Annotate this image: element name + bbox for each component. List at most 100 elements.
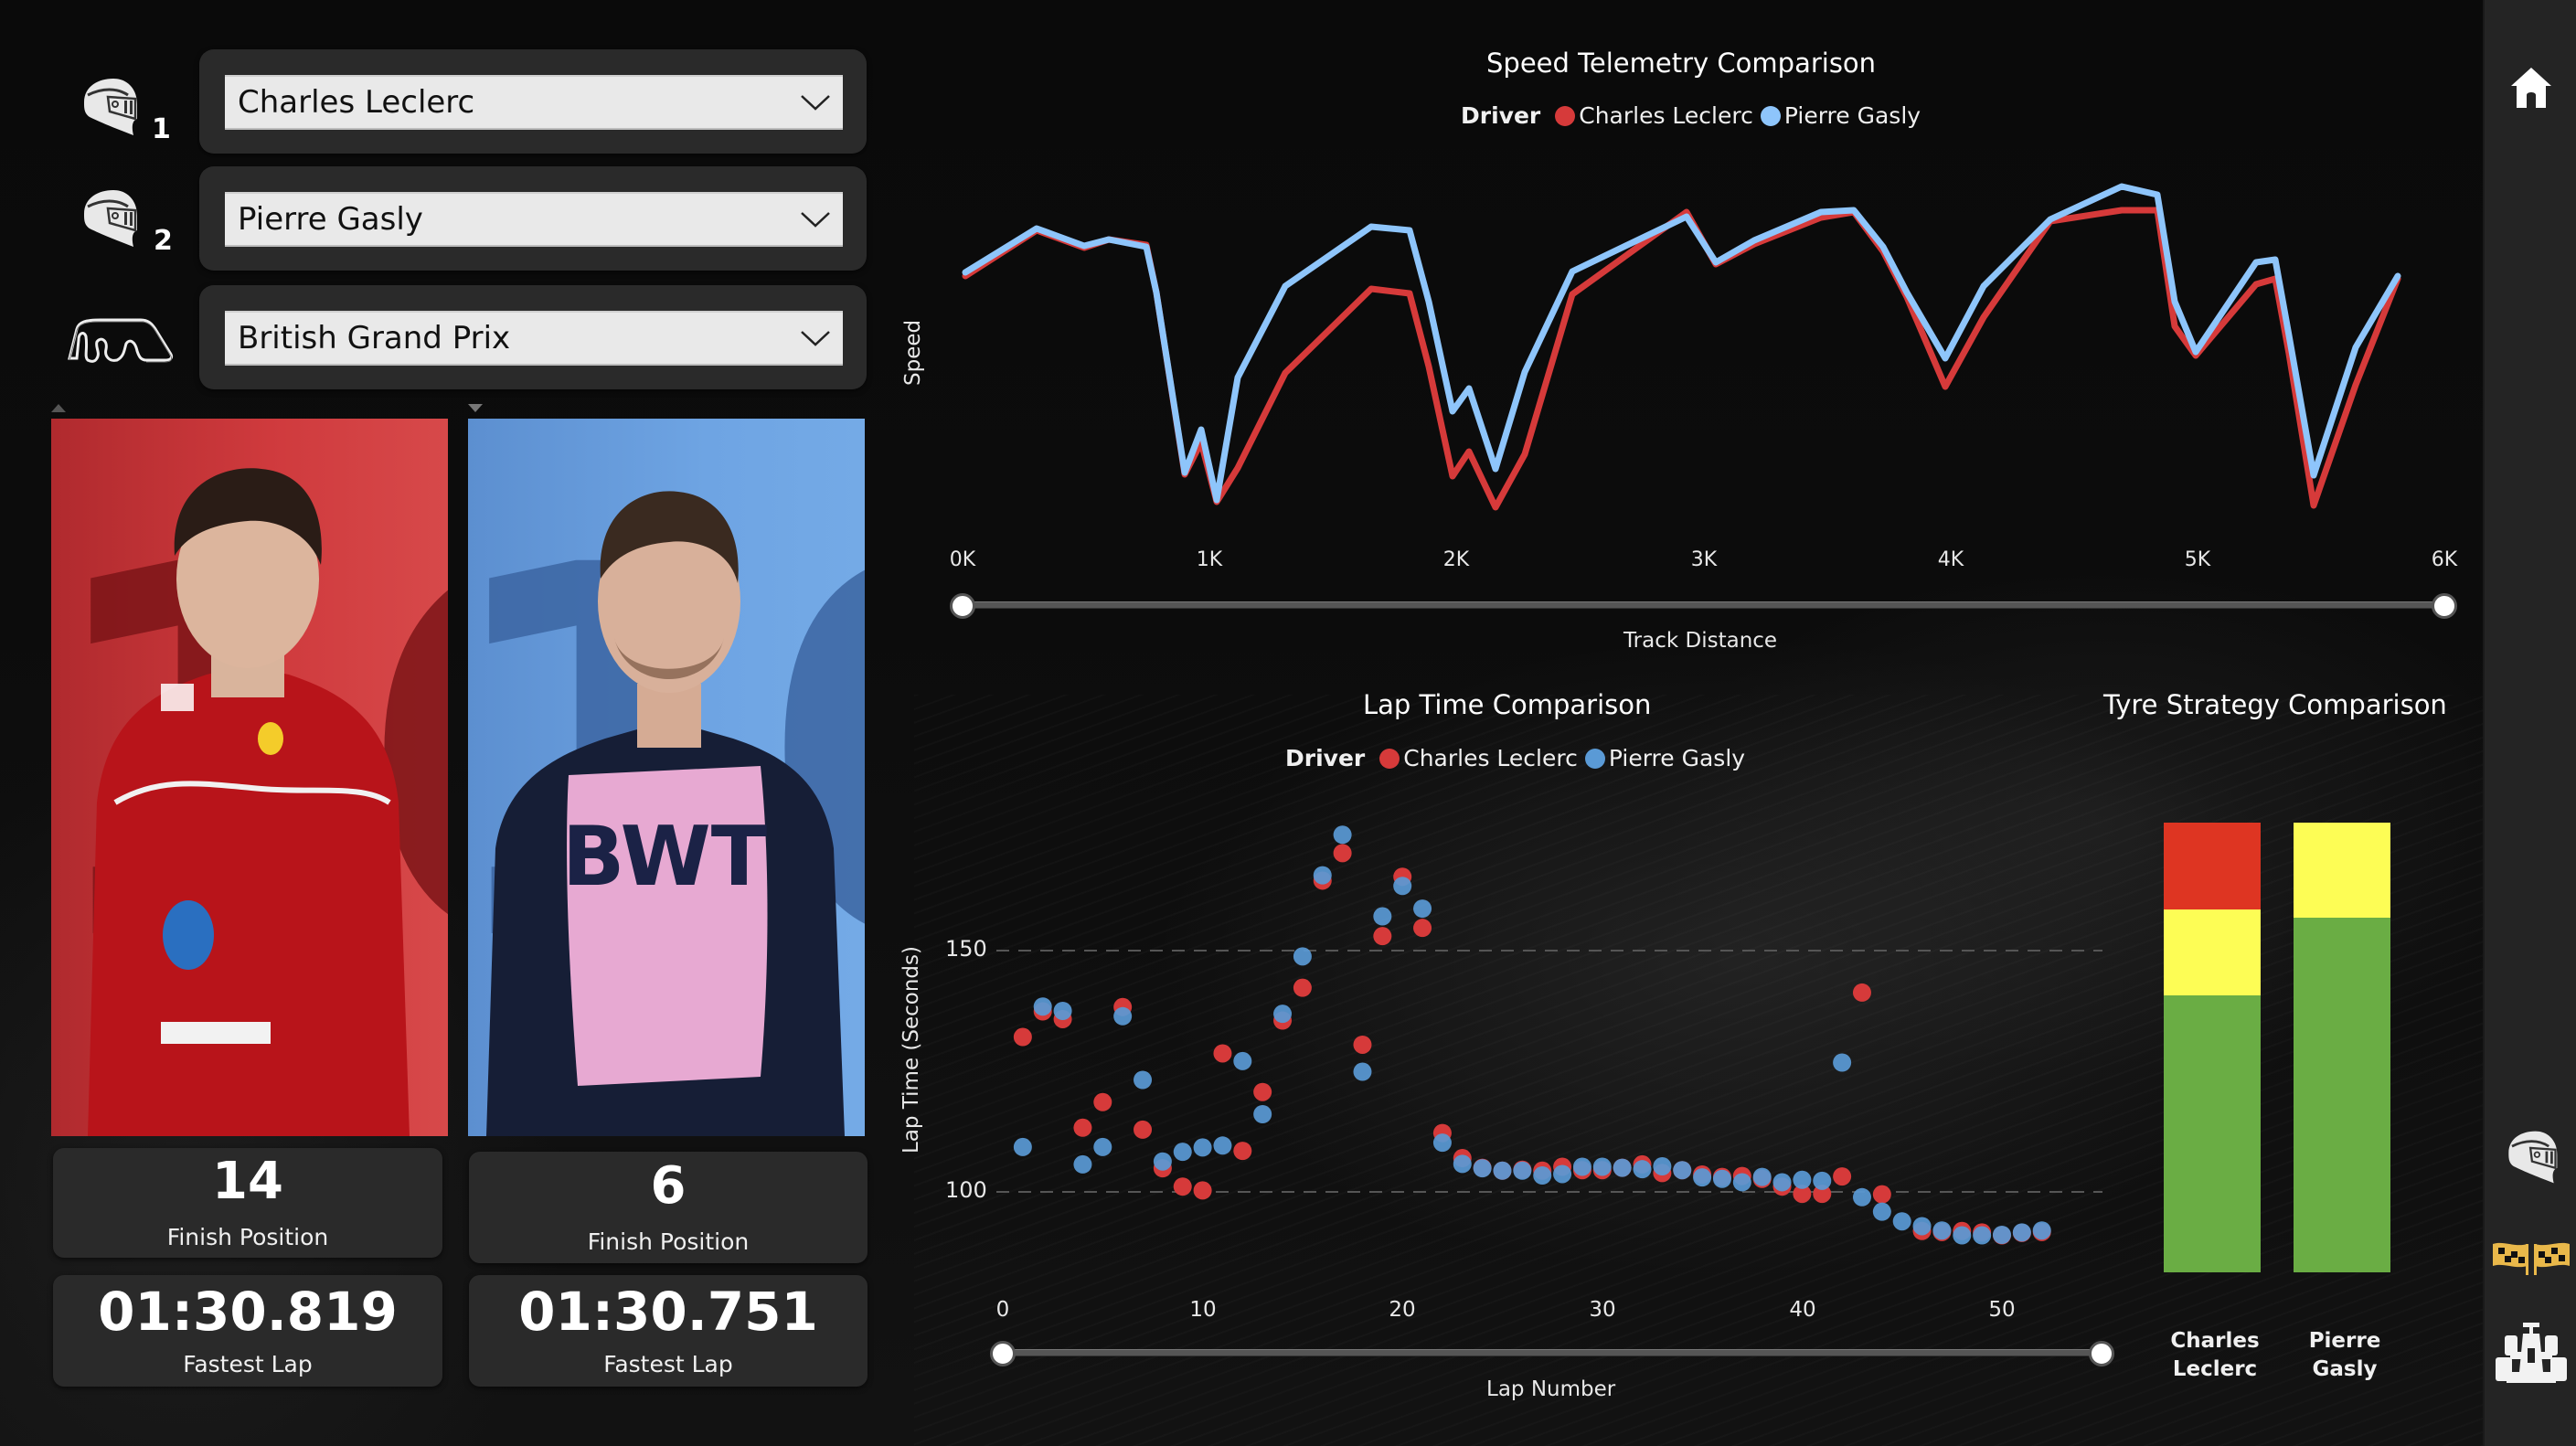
lap-data-point[interactable] <box>1872 1185 1891 1204</box>
lap-data-point[interactable] <box>1333 844 1352 863</box>
tyre-stint-medium[interactable] <box>2164 909 2261 995</box>
lap-data-point[interactable] <box>1233 1051 1252 1070</box>
lap-data-point[interactable] <box>1712 1169 1731 1188</box>
lap-data-point[interactable] <box>1413 899 1432 919</box>
lap-data-point[interactable] <box>1513 1161 1532 1180</box>
lap-range-slider[interactable] <box>1003 1349 2102 1356</box>
lap-data-point[interactable] <box>1273 1005 1293 1024</box>
tyre-stint-green[interactable] <box>2294 918 2390 1272</box>
lap-data-point[interactable] <box>1393 877 1412 896</box>
speed-x-tick: 2K <box>1442 548 1470 571</box>
lap-data-point[interactable] <box>1113 1006 1133 1026</box>
driver2-photo: 10 BWT <box>468 419 865 1136</box>
scroll-up-marker[interactable] <box>51 404 66 412</box>
nav-drivers-button[interactable] <box>2485 1122 2576 1192</box>
lap-data-point[interactable] <box>1732 1173 1751 1192</box>
nav-cars-button[interactable] <box>2485 1320 2576 1386</box>
lap-data-point[interactable] <box>1572 1157 1591 1176</box>
lap-data-point[interactable] <box>1193 1138 1212 1157</box>
lap-data-point[interactable] <box>1253 1104 1272 1123</box>
lap-data-point[interactable] <box>1793 1185 1812 1204</box>
speed-x-tick: 4K <box>1937 548 1964 571</box>
distance-slider-min-handle[interactable] <box>950 593 975 619</box>
nav-home-button[interactable] <box>2485 60 2576 115</box>
legend-item-gasly[interactable]: Pierre Gasly <box>1760 102 1921 129</box>
legend-item-gasly[interactable]: Pierre Gasly <box>1584 745 1745 771</box>
lap-data-point[interactable] <box>1013 1137 1032 1156</box>
lap-data-point[interactable] <box>1553 1164 1572 1184</box>
distance-range-slider[interactable] <box>963 601 2444 609</box>
lap-data-point[interactable] <box>1752 1167 1772 1186</box>
lap-data-point[interactable] <box>1353 1062 1372 1081</box>
lap-data-point[interactable] <box>1373 927 1392 946</box>
lap-data-point[interactable] <box>1693 1168 1712 1187</box>
lap-data-point[interactable] <box>1793 1170 1812 1189</box>
lap-data-point[interactable] <box>2012 1223 2031 1242</box>
lap-data-point[interactable] <box>1293 978 1312 997</box>
lap-data-point[interactable] <box>1813 1185 1832 1204</box>
lap-data-point[interactable] <box>1953 1226 1972 1245</box>
lap-data-point[interactable] <box>1313 866 1332 885</box>
lap-data-point[interactable] <box>2032 1221 2051 1240</box>
tyre-stint-medium[interactable] <box>2294 823 2390 918</box>
lap-data-point[interactable] <box>1533 1166 1552 1186</box>
lap-data-point[interactable] <box>1153 1152 1172 1171</box>
lap-slider-min-handle[interactable] <box>990 1341 1016 1366</box>
lap-data-point[interactable] <box>1033 997 1052 1016</box>
legend-item-leclerc[interactable]: Charles Leclerc <box>1555 102 1753 129</box>
lap-data-point[interactable] <box>1193 1181 1212 1200</box>
race-dropdown[interactable]: British Grand Prix <box>225 311 843 366</box>
lap-data-point[interactable] <box>1053 1002 1072 1020</box>
lap-data-point[interactable] <box>1633 1160 1652 1179</box>
lap-data-point[interactable] <box>1772 1173 1792 1192</box>
lap-data-point[interactable] <box>1093 1092 1112 1111</box>
lap-data-point[interactable] <box>1813 1171 1832 1190</box>
lap-data-point[interactable] <box>1912 1217 1932 1236</box>
lap-data-point[interactable] <box>1833 1167 1852 1186</box>
lap-data-point[interactable] <box>1173 1143 1192 1162</box>
lap-data-point[interactable] <box>1233 1142 1252 1161</box>
lap-data-point[interactable] <box>1373 907 1392 926</box>
lap-data-point[interactable] <box>1932 1221 1952 1240</box>
lap-data-point[interactable] <box>1613 1158 1632 1177</box>
lap-data-point[interactable] <box>1473 1159 1492 1178</box>
lap-data-point[interactable] <box>1973 1226 1992 1245</box>
lap-data-point[interactable] <box>1493 1161 1512 1180</box>
lap-data-point[interactable] <box>1653 1157 1672 1176</box>
driver2-dropdown[interactable]: Pierre Gasly <box>225 192 843 247</box>
nav-races-button[interactable] <box>2485 1236 2576 1280</box>
lap-data-point[interactable] <box>1413 919 1432 938</box>
lap-data-point[interactable] <box>1852 1187 1871 1207</box>
lap-data-point[interactable] <box>1833 1053 1852 1072</box>
lap-data-point[interactable] <box>1134 1120 1153 1139</box>
lap-data-point[interactable] <box>1093 1137 1112 1156</box>
lap-data-point[interactable] <box>1173 1177 1192 1196</box>
lap-data-point[interactable] <box>1013 1027 1032 1047</box>
scroll-down-marker[interactable] <box>468 404 483 412</box>
lap-data-point[interactable] <box>1453 1154 1472 1174</box>
lap-data-point[interactable] <box>1293 947 1312 966</box>
lap-data-point[interactable] <box>1213 1044 1232 1063</box>
lap-data-point[interactable] <box>1993 1225 2011 1244</box>
finish-position-label: Finish Position <box>166 1223 329 1250</box>
lap-data-point[interactable] <box>1673 1161 1692 1180</box>
lap-data-point[interactable] <box>1134 1070 1153 1090</box>
lap-data-point[interactable] <box>1253 1082 1272 1101</box>
lap-data-point[interactable] <box>1073 1118 1092 1137</box>
lap-data-point[interactable] <box>1073 1154 1092 1174</box>
lap-data-point[interactable] <box>1353 1035 1372 1054</box>
legend-item-leclerc[interactable]: Charles Leclerc <box>1379 745 1578 771</box>
tyre-stint-green[interactable] <box>2164 995 2261 1272</box>
lap-data-point[interactable] <box>1432 1133 1452 1153</box>
speed-chart-legend: Driver Charles Leclerc Pierre Gasly <box>1461 102 1928 129</box>
lap-slider-max-handle[interactable] <box>2089 1341 2114 1366</box>
lap-data-point[interactable] <box>1892 1212 1911 1231</box>
distance-slider-max-handle[interactable] <box>2432 593 2457 619</box>
lap-data-point[interactable] <box>1213 1136 1232 1155</box>
lap-data-point[interactable] <box>1592 1157 1612 1176</box>
driver1-dropdown[interactable]: Charles Leclerc <box>225 75 843 130</box>
lap-data-point[interactable] <box>1872 1202 1891 1221</box>
lap-data-point[interactable] <box>1852 983 1871 1002</box>
lap-data-point[interactable] <box>1333 825 1352 845</box>
tyre-stint-soft[interactable] <box>2164 823 2261 909</box>
